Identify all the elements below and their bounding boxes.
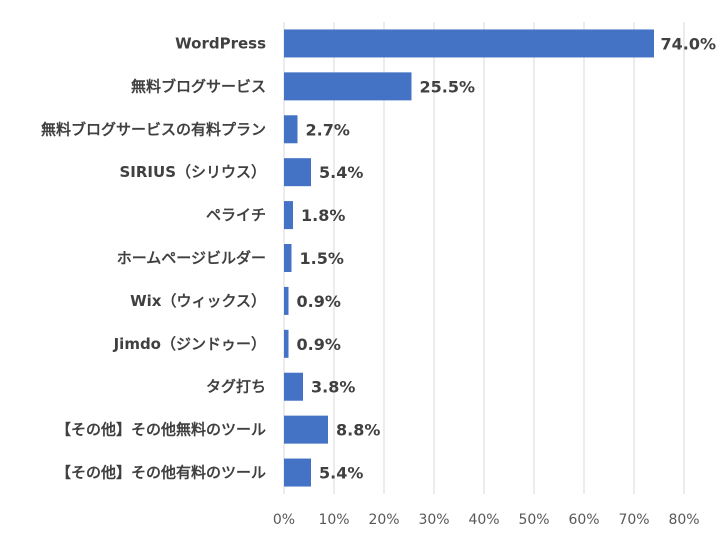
bar xyxy=(284,458,311,487)
bar xyxy=(284,29,654,58)
x-tick-label: 80% xyxy=(668,512,699,528)
bars xyxy=(284,29,654,487)
x-tick-label: 30% xyxy=(418,512,449,528)
bar xyxy=(284,286,289,315)
x-tick-label: 10% xyxy=(318,512,349,528)
category-label: タグ打ち xyxy=(206,378,266,396)
x-tick-label: 50% xyxy=(518,512,549,528)
bar xyxy=(284,244,292,272)
bar xyxy=(284,329,289,358)
bar xyxy=(284,158,311,187)
value-label: 0.9% xyxy=(297,335,341,354)
value-label: 74.0% xyxy=(660,34,716,53)
category-label: SIRIUS（シリウス） xyxy=(120,163,267,181)
category-label: Jimdo（ジンドゥー） xyxy=(113,335,266,353)
value-label: 1.5% xyxy=(300,249,344,268)
category-label: ホームページビルダー xyxy=(117,249,266,267)
value-label: 25.5% xyxy=(420,77,476,96)
value-label: 3.8% xyxy=(311,378,355,397)
x-tick-label: 70% xyxy=(618,512,649,528)
value-label: 8.8% xyxy=(336,421,380,440)
category-label: ペライチ xyxy=(206,206,266,224)
value-label: 5.4% xyxy=(319,163,363,182)
category-label: 無料ブログサービス xyxy=(131,77,266,95)
x-tick-label: 0% xyxy=(273,512,295,528)
value-label: 5.4% xyxy=(319,464,363,483)
category-label: Wix（ウィックス） xyxy=(130,292,266,310)
category-label: 【その他】その他有料のツール xyxy=(56,464,266,482)
bar xyxy=(284,115,298,144)
x-tick-label: 20% xyxy=(368,512,399,528)
x-axis-ticks: 0% 10% 20% 30% 40% 50% 60% 70% 80% xyxy=(273,512,700,528)
x-tick-label: 60% xyxy=(568,512,599,528)
bar xyxy=(284,415,328,444)
bar xyxy=(284,372,303,401)
category-label: 【その他】その他無料のツール xyxy=(56,421,266,439)
category-label: WordPress xyxy=(175,34,266,52)
value-labels: 74.0% 25.5% 2.7% 5.4% 1.8% 1.5% 0.9% 0.9% 3.8% 8.… xyxy=(297,34,717,482)
x-tick-label: 40% xyxy=(468,512,499,528)
value-label: 0.9% xyxy=(297,292,341,311)
category-label: 無料ブログサービスの有料プラン xyxy=(41,120,266,138)
value-label: 2.7% xyxy=(306,120,350,139)
gridlines xyxy=(283,22,685,494)
bar xyxy=(284,72,412,101)
bar xyxy=(284,201,293,230)
value-label: 1.8% xyxy=(301,206,345,225)
